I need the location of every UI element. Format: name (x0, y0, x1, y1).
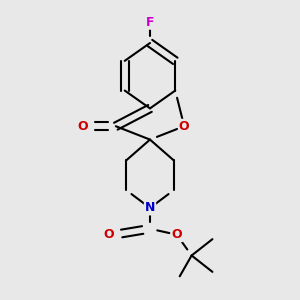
Text: N: N (145, 202, 155, 214)
Text: O: O (171, 228, 182, 241)
Text: O: O (179, 120, 190, 133)
Text: F: F (146, 16, 154, 29)
Text: O: O (104, 228, 114, 241)
Text: O: O (77, 120, 88, 133)
